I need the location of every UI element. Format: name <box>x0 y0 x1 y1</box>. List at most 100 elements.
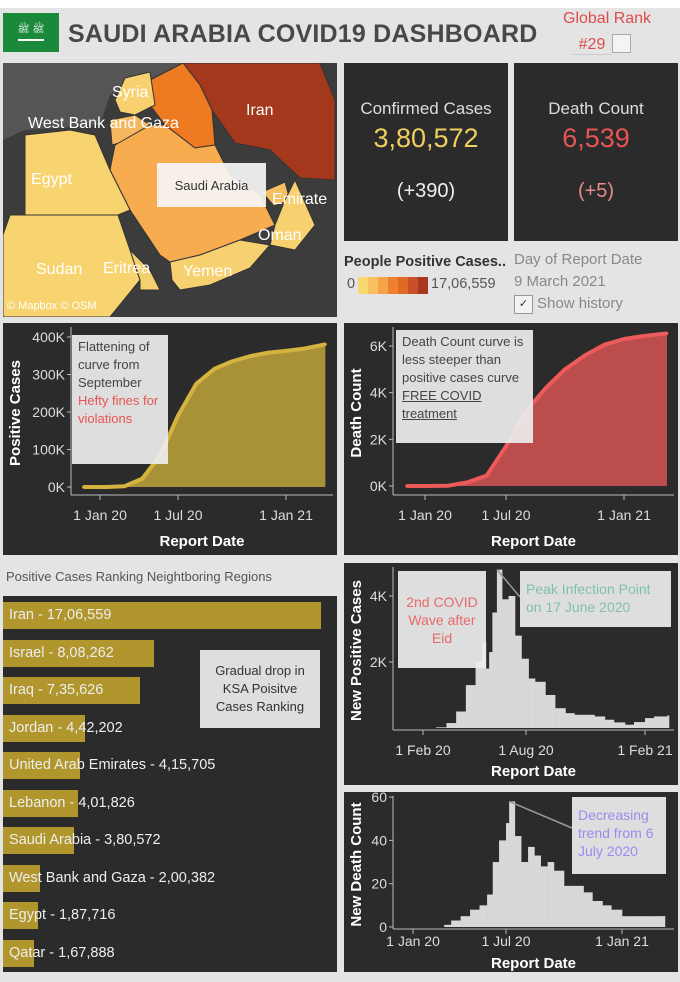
daily-bar[interactable] <box>528 846 535 927</box>
data-point[interactable] <box>426 484 430 488</box>
daily-bar[interactable] <box>585 714 595 728</box>
data-point[interactable] <box>82 485 85 489</box>
region-eritrea[interactable] <box>129 249 161 291</box>
daily-bar[interactable] <box>460 916 471 927</box>
daily-bar[interactable] <box>592 901 603 927</box>
region-oman[interactable] <box>269 178 316 251</box>
ranking-bar[interactable] <box>3 939 35 967</box>
daily-bar[interactable] <box>613 722 626 728</box>
choropleth-map[interactable]: Syria West Bank and Gaza Iran Egypt Emir… <box>3 63 337 317</box>
daily-bar[interactable] <box>622 916 635 927</box>
free-covid-treatment-link[interactable]: FREE COVID treatment <box>402 388 482 421</box>
show-history-label[interactable]: Show history <box>537 295 623 312</box>
daily-bar[interactable] <box>506 823 510 927</box>
death-count-svg[interactable]: 0K 2K 4K 6K 1 Jan 20 1 Jul 20 1 Jan 21 Report D… <box>344 323 678 555</box>
ranking-bar[interactable] <box>3 752 81 779</box>
data-point[interactable] <box>266 351 270 355</box>
date-filter-value[interactable]: 9 March 2021 <box>514 273 606 290</box>
data-point[interactable] <box>665 331 669 335</box>
daily-bar[interactable] <box>508 596 516 728</box>
data-point[interactable] <box>302 347 306 351</box>
region-syria[interactable] <box>114 71 156 116</box>
ranking-bar[interactable] <box>3 714 86 742</box>
daily-bar[interactable] <box>633 916 648 927</box>
data-point[interactable] <box>642 334 646 338</box>
daily-bar[interactable] <box>564 885 574 927</box>
daily-bar[interactable] <box>444 924 452 927</box>
data-point[interactable] <box>602 343 606 347</box>
daily-bar[interactable] <box>663 916 666 927</box>
daily-bar[interactable] <box>647 916 665 927</box>
data-point[interactable] <box>284 349 288 353</box>
daily-bar[interactable] <box>492 612 498 729</box>
daily-bar[interactable] <box>611 909 623 927</box>
daily-bar[interactable] <box>594 716 606 728</box>
data-point[interactable] <box>212 367 216 371</box>
data-point[interactable] <box>248 354 252 358</box>
daily-bar[interactable] <box>540 866 548 927</box>
daily-bar[interactable] <box>528 678 536 729</box>
daily-bar[interactable] <box>565 713 575 728</box>
positive-cases-svg[interactable]: 0K 100K 200K 300K 400K 1 Jan 20 1 Jul 20 1 Jan … <box>3 323 337 555</box>
data-point[interactable] <box>504 444 508 448</box>
daily-bar[interactable] <box>502 599 509 728</box>
daily-bar[interactable] <box>547 862 555 927</box>
ranking-bar[interactable] <box>3 602 321 629</box>
data-point[interactable] <box>176 414 180 418</box>
daily-bar[interactable] <box>574 714 586 728</box>
ranking-bar[interactable] <box>3 677 141 704</box>
daily-bar[interactable] <box>485 668 490 728</box>
daily-bar[interactable] <box>534 855 541 927</box>
region-sudan[interactable] <box>3 214 141 317</box>
daily-bar[interactable] <box>514 836 522 927</box>
daily-bar[interactable] <box>545 695 556 728</box>
data-point[interactable] <box>446 484 450 488</box>
daily-bar[interactable] <box>654 716 669 728</box>
daily-bar[interactable] <box>535 681 546 728</box>
ranking-bar[interactable] <box>3 902 38 929</box>
daily-bar[interactable] <box>521 862 529 927</box>
region-yemen[interactable] <box>169 239 271 291</box>
daily-bar[interactable] <box>521 658 529 728</box>
data-point[interactable] <box>465 481 469 484</box>
daily-bar[interactable] <box>465 685 476 728</box>
daily-bar[interactable] <box>482 642 487 728</box>
new-death-count-svg[interactable]: 0 20 40 60 1 Jan 20 1 Jul 20 1 Jan 21 Report Da… <box>344 789 678 972</box>
new-positive-cases-svg[interactable]: 2K 4K 1 Feb 20 1 Aug 20 1 Feb 21 Report Date N… <box>344 563 678 785</box>
daily-bar[interactable] <box>604 719 615 728</box>
daily-bar[interactable] <box>496 569 503 728</box>
daily-bar[interactable] <box>451 920 461 927</box>
daily-bar[interactable] <box>470 909 480 927</box>
data-point[interactable] <box>563 367 567 371</box>
legend-color-ramp[interactable] <box>358 277 428 294</box>
global-rank-toggle[interactable] <box>612 34 631 53</box>
daily-bar[interactable] <box>553 870 565 927</box>
data-point[interactable] <box>140 477 144 481</box>
daily-bar[interactable] <box>634 722 646 728</box>
data-point[interactable] <box>230 359 234 363</box>
data-point[interactable] <box>323 342 327 346</box>
data-point[interactable] <box>123 484 127 488</box>
show-history-checkbox[interactable]: ✓ <box>514 295 533 314</box>
ranking-bar[interactable] <box>3 789 78 817</box>
data-point[interactable] <box>405 484 409 488</box>
daily-bar[interactable] <box>583 892 593 927</box>
data-point[interactable] <box>544 386 548 390</box>
daily-bar[interactable] <box>456 711 467 729</box>
data-point[interactable] <box>194 382 198 386</box>
data-point[interactable] <box>622 337 626 341</box>
data-point[interactable] <box>583 353 587 357</box>
map-attribution[interactable]: © Mapbox © OSM <box>7 300 97 312</box>
daily-bar[interactable] <box>499 840 507 927</box>
series-line[interactable] <box>83 342 326 489</box>
daily-bar[interactable] <box>572 885 584 927</box>
daily-bar[interactable] <box>645 718 655 728</box>
ranking-bar[interactable] <box>3 864 41 892</box>
daily-bar[interactable] <box>667 715 670 728</box>
ranking-bar[interactable] <box>3 827 74 854</box>
daily-bar[interactable] <box>436 727 447 728</box>
series-line[interactable] <box>406 331 668 488</box>
daily-bar[interactable] <box>555 708 566 728</box>
daily-bar[interactable] <box>487 894 494 927</box>
daily-bar[interactable] <box>515 635 522 728</box>
